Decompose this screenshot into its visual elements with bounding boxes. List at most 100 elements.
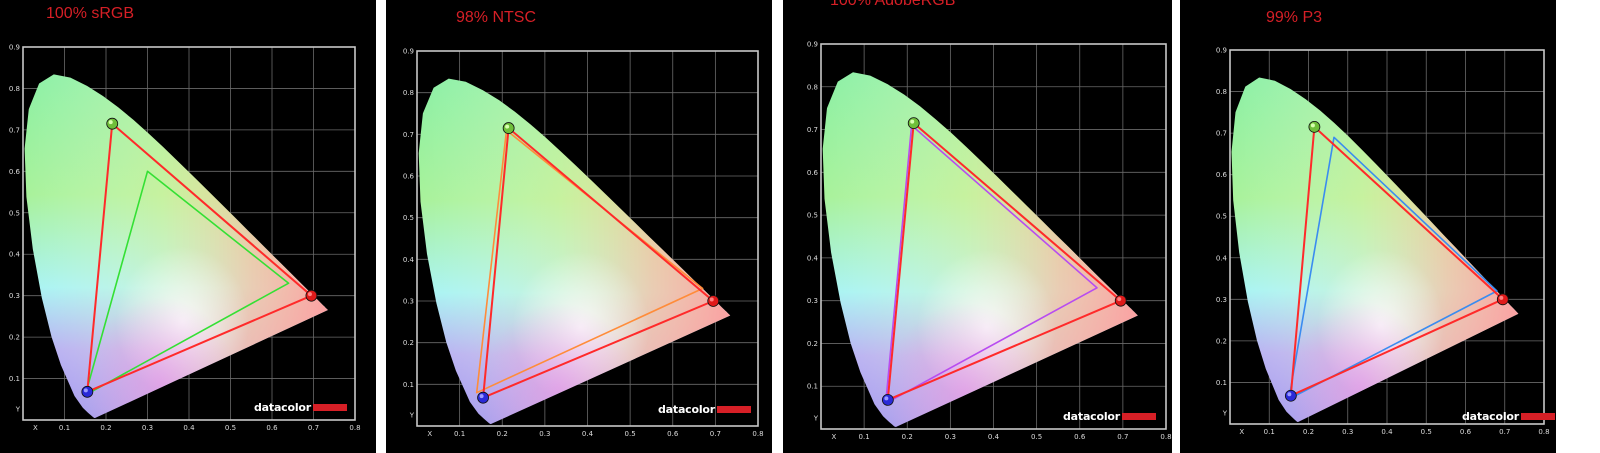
blue-primary-highlight (479, 394, 484, 399)
y-axis-label: Y (1222, 410, 1228, 418)
y-tick-label: 0.8 (807, 83, 818, 91)
cie-chart: 0.1 0.2 0.3 0.4 0.5 0.6 0.7 0.8 0.1 0.2 0.3 0.4 0.5 0… (9, 44, 361, 433)
chart-title: 100% AdobeRGB (830, 0, 956, 9)
brand-text: datacolor (658, 403, 716, 416)
x-axis-label: X (832, 433, 837, 441)
x-tick-label: 0.5 (1421, 428, 1432, 436)
y-tick-label: 0.5 (807, 212, 818, 220)
x-axis-label: X (427, 430, 432, 438)
spectral-locus (822, 72, 1138, 427)
x-tick-label: 0.6 (1074, 433, 1086, 441)
x-tick-label: 0.8 (1160, 433, 1171, 441)
plot-frame (1229, 49, 1545, 425)
plot-frame (820, 43, 1167, 430)
chart-title: 100% sRGB (46, 5, 135, 22)
green-primary-highlight (910, 119, 915, 124)
y-tick-label: 0.4 (403, 256, 415, 264)
y-tick-label: 0.5 (403, 214, 414, 222)
reference-gamut-triangle (884, 124, 1098, 405)
brand-bar (313, 404, 348, 411)
y-tick-label: 0.7 (1216, 130, 1227, 138)
brand-bar (1122, 413, 1157, 420)
x-tick-label: 0.7 (1117, 433, 1128, 441)
x-tick-label: 0.1 (59, 424, 70, 432)
brand-text: datacolor (1462, 410, 1520, 423)
y-tick-label: 0.5 (1216, 213, 1227, 221)
y-tick-label: 0.2 (807, 340, 818, 348)
reference-gamut-triangle (84, 170, 290, 396)
brand-logo: datacolor (254, 401, 348, 414)
y-tick-label: 0.1 (807, 383, 818, 391)
x-tick-label: 0.3 (539, 430, 550, 438)
y-axis-label: Y (15, 406, 21, 414)
y-tick-label: 0.6 (9, 168, 21, 176)
measured-gamut-triangle (482, 127, 715, 399)
y-tick-label: 0.6 (1216, 171, 1228, 179)
y-tick-label: 0.5 (9, 209, 20, 217)
y-axis-label: Y (813, 414, 819, 422)
x-tick-label: 0.3 (142, 424, 153, 432)
x-tick-label: 0.5 (625, 430, 636, 438)
x-tick-label: 0.1 (1264, 428, 1275, 436)
x-tick-label: 0.6 (266, 424, 278, 432)
y-tick-label: 0.8 (9, 85, 20, 93)
plot-frame (22, 46, 356, 421)
y-tick-label: 0.7 (807, 126, 818, 134)
blue-primary-point (477, 391, 489, 404)
x-tick-label: 0.4 (1381, 428, 1393, 436)
y-tick-label: 0.8 (1216, 88, 1227, 96)
y-tick-label: 0.3 (1216, 296, 1227, 304)
blue-primary-point (1284, 389, 1297, 402)
y-tick-label: 0.2 (9, 334, 20, 342)
y-tick-label: 0.2 (1216, 337, 1227, 345)
x-tick-label: 0.8 (1538, 428, 1549, 436)
red-primary-highlight (1499, 295, 1504, 300)
x-tick-label: 0.4 (582, 430, 594, 438)
measured-gamut-triangle (1289, 125, 1504, 397)
x-tick-label: 0.6 (1460, 428, 1472, 436)
y-tick-label: 0.8 (403, 89, 414, 97)
red-primary-point (707, 295, 720, 307)
y-tick-label: 0.1 (9, 375, 20, 383)
brand-bar (717, 406, 752, 413)
x-tick-label: 0.8 (349, 424, 360, 432)
spectral-locus (418, 78, 731, 424)
red-primary-highlight (307, 292, 312, 297)
blue-primary-point (881, 394, 894, 406)
blue-primary-highlight (1287, 392, 1292, 397)
y-tick-label: 0.6 (807, 169, 819, 177)
x-tick-label: 0.4 (183, 424, 195, 432)
chart-panel: 99% P3 0.1 0.2 0.3 0.4 0.5 0.6 0.7 0.8 0.1 0.2 0.3… (1180, 0, 1556, 453)
y-axis-label: Y (409, 412, 415, 420)
x-tick-label: 0.5 (225, 424, 236, 432)
x-tick-label: 0.6 (667, 430, 679, 438)
chart-panel: 100% AdobeRGB 0.1 0.2 0.3 0.4 0.5 0.6 0.7 0.8 0.… (783, 0, 1172, 453)
red-primary-highlight (709, 297, 714, 302)
y-tick-label: 0.3 (9, 292, 20, 300)
green-primary-highlight (1310, 123, 1315, 128)
y-tick-label: 0.4 (807, 254, 819, 262)
green-primary-highlight (505, 124, 510, 129)
y-tick-label: 0.7 (403, 131, 414, 139)
y-tick-label: 0.9 (403, 48, 414, 56)
red-primary-highlight (1117, 297, 1122, 302)
plot-frame (416, 50, 759, 427)
green-primary-point (502, 122, 515, 134)
cie-chart: 0.1 0.2 0.3 0.4 0.5 0.6 0.7 0.8 0.1 0.2 0.3 0.4 0.5 0… (403, 48, 764, 439)
x-tick-label: 0.1 (859, 433, 870, 441)
green-primary-point (1308, 120, 1321, 133)
green-primary-point (106, 117, 119, 130)
y-tick-label: 0.2 (403, 339, 414, 347)
blue-primary-highlight (884, 396, 889, 401)
x-tick-label: 0.3 (945, 433, 956, 441)
brand-text: datacolor (254, 401, 312, 414)
y-tick-label: 0.4 (1216, 254, 1228, 262)
x-tick-label: 0.2 (497, 430, 508, 438)
x-tick-label: 0.2 (902, 433, 913, 441)
reference-gamut-triangle (1288, 136, 1498, 400)
x-tick-label: 0.7 (308, 424, 319, 432)
brand-bar (1521, 413, 1556, 420)
y-tick-label: 0.9 (807, 41, 818, 49)
measured-gamut-triangle (886, 122, 1122, 401)
y-tick-label: 0.3 (403, 298, 414, 306)
